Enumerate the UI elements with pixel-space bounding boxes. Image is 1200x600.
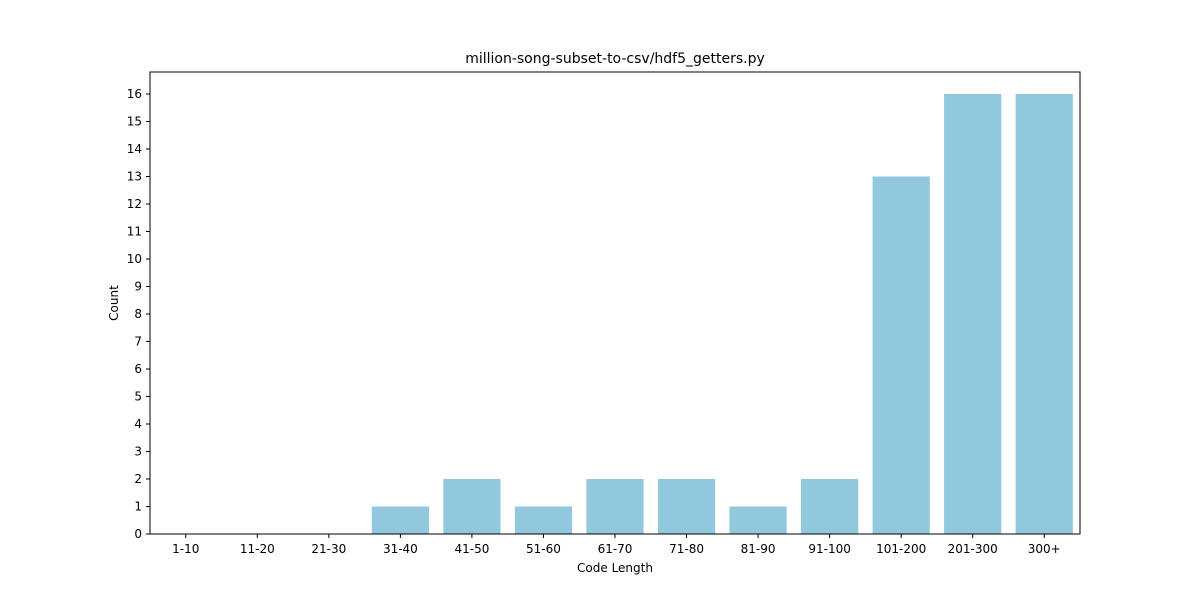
y-tick-label: 0 [134,527,142,541]
bar-71-80 [657,479,716,534]
y-tick-label: 4 [134,417,142,431]
x-tick-label: 41-50 [454,542,489,556]
plot-area-frame [149,71,1081,535]
x-tick-label: 101-200 [876,542,926,556]
y-tick-label: 13 [127,170,142,184]
y-tick-label: 6 [134,362,142,376]
x-tick-label: 21-30 [311,542,346,556]
bar-31-40 [371,506,429,534]
x-tick-label: 201-300 [948,542,998,556]
x-tick-label: 1-10 [172,542,199,556]
x-tick-label: 31-40 [383,542,418,556]
x-tick-label: 81-90 [741,542,776,556]
bar-81-90 [729,506,787,534]
x-tick-label: 300+ [1028,542,1061,556]
y-tick-label: 11 [127,225,142,239]
bar-201-300 [944,94,1002,534]
x-axis-ticks: 1-10 11-20 21-30 31-40 41-50 51-60 61-70 71-80 8… [172,534,1061,556]
x-tick-label: 71-80 [669,542,704,556]
y-tick-label: 9 [134,280,142,294]
y-tick-label: 5 [134,390,142,404]
y-tick-label: 16 [127,87,142,101]
x-tick-label: 91-100 [808,542,851,556]
y-tick-label: 7 [134,335,142,349]
bars-group [371,94,1073,534]
x-tick-label: 61-70 [598,542,633,556]
y-tick-label: 12 [127,197,142,211]
chart-title: million-song-subset-to-csv/hdf5_getters.… [465,51,765,67]
y-tick-label: 1 [134,500,142,514]
bar-101-200 [872,176,930,534]
bar-41-50 [443,479,501,534]
y-tick-label: 2 [134,472,142,486]
y-tick-label: 14 [127,142,142,156]
bar-51-60 [514,506,573,534]
x-axis-label: Code Length [577,561,653,575]
y-tick-label: 8 [134,307,142,321]
bar-91-100 [801,479,859,534]
y-tick-label: 15 [127,115,142,129]
y-tick-label: 10 [127,252,142,266]
bar-300+ [1015,94,1073,534]
y-axis-label: Count [107,285,121,321]
bar-61-70 [586,479,644,534]
x-tick-label: 51-60 [526,542,561,556]
x-tick-label: 11-20 [240,542,275,556]
y-tick-label: 3 [134,445,142,459]
